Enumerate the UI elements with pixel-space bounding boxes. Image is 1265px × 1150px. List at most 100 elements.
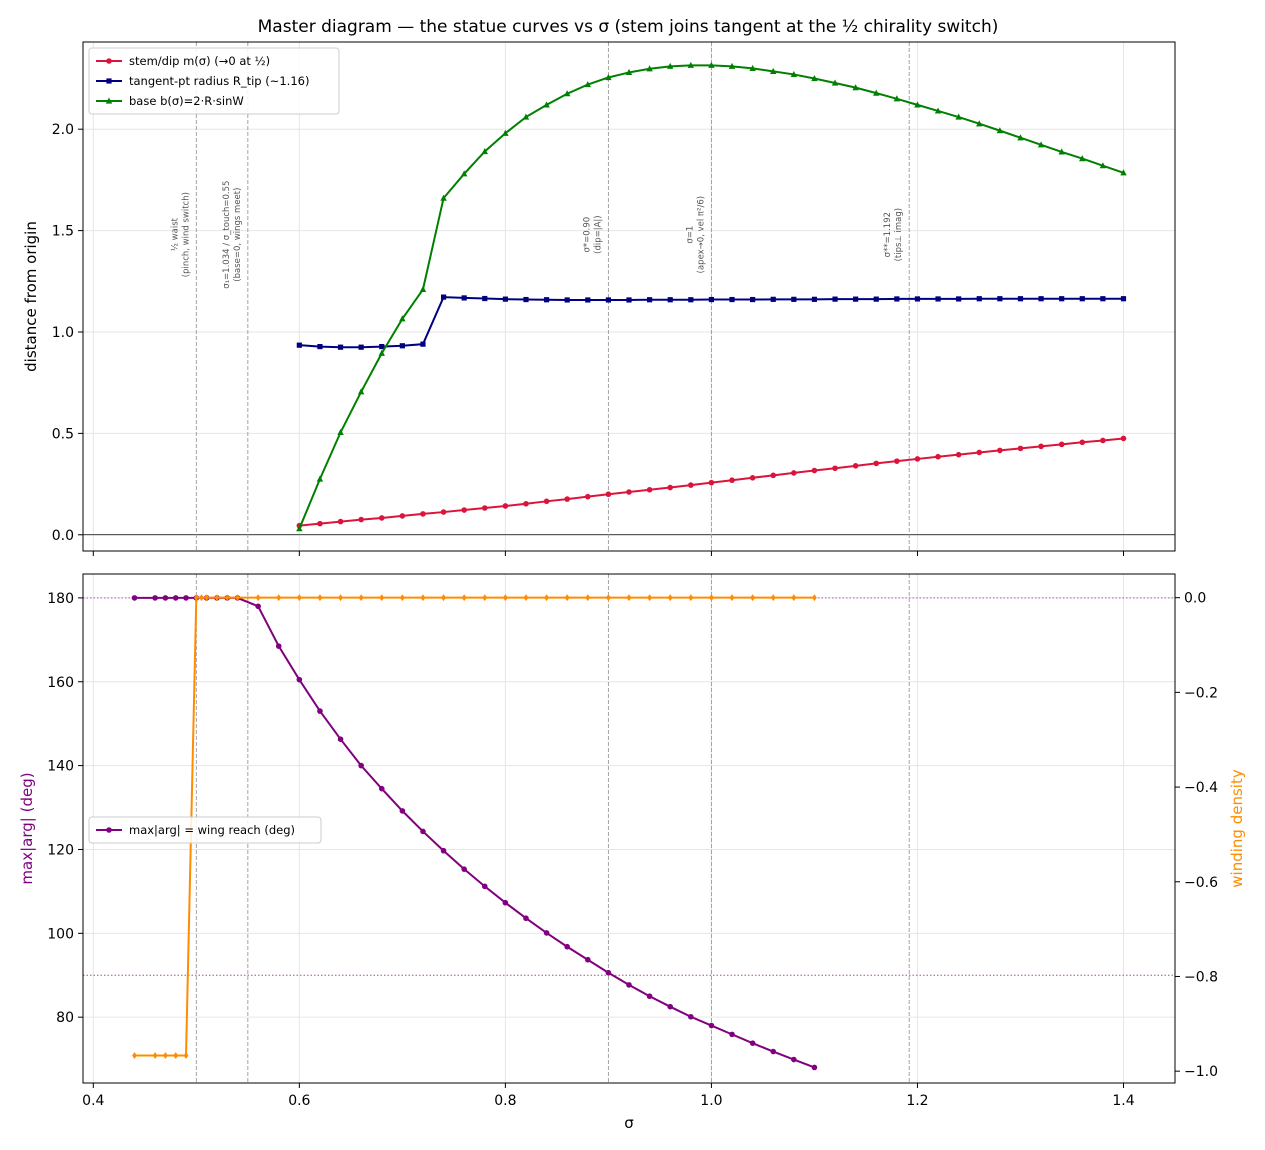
data-point xyxy=(894,296,900,302)
data-point xyxy=(584,956,591,963)
data-point xyxy=(955,451,962,458)
data-point xyxy=(481,505,488,511)
data-point xyxy=(173,1052,179,1059)
top-axes: 0.0 0.5 1.0 1.5 2.0 xyxy=(52,122,1124,556)
data-point xyxy=(564,297,570,303)
data-point xyxy=(852,84,859,91)
data-point xyxy=(832,296,838,302)
y-tick-label: 1.5 xyxy=(52,224,74,240)
data-point xyxy=(1100,296,1106,302)
y-tick-label: 180 xyxy=(47,591,74,607)
x-tick-label: 0.6 xyxy=(288,1093,310,1109)
data-point xyxy=(481,883,488,890)
data-point xyxy=(378,515,385,521)
data-point xyxy=(791,296,797,302)
data-point xyxy=(275,643,282,649)
data-point xyxy=(420,828,426,835)
data-point xyxy=(709,594,714,602)
data-point xyxy=(1079,296,1085,302)
data-point xyxy=(544,594,549,602)
data-point xyxy=(296,594,302,602)
data-point xyxy=(183,1052,189,1059)
data-point xyxy=(296,525,303,532)
data-point xyxy=(1079,439,1086,446)
x-tick-label: 1.4 xyxy=(1112,1093,1134,1109)
data-point xyxy=(647,297,653,303)
legend-swatch-marker xyxy=(106,827,112,833)
data-point xyxy=(934,107,942,114)
bottom-legend: max|arg| = wing reach (deg) xyxy=(88,816,322,844)
data-point xyxy=(358,516,364,523)
legend-entry: tangent-pt radius R_tip (~1.16) xyxy=(129,74,309,88)
data-point xyxy=(523,594,529,602)
data-point xyxy=(976,449,983,456)
data-point xyxy=(523,915,529,922)
data-point xyxy=(625,68,633,76)
reference-line-label: σ₁=1.034 / σ_touch=0.55 (base=0, wings me… xyxy=(222,181,243,289)
data-point xyxy=(563,90,571,97)
reference-line-label-text: ½ waist xyxy=(170,217,180,251)
data-point xyxy=(564,943,570,950)
data-point xyxy=(461,507,467,513)
reference-line-label-text: (dip=|A|) xyxy=(593,215,603,253)
data-point xyxy=(461,594,467,602)
data-point xyxy=(976,296,982,302)
data-point xyxy=(317,708,323,714)
y-tick-label: 160 xyxy=(47,675,74,691)
data-point xyxy=(708,1022,715,1029)
data-point xyxy=(317,520,323,527)
data-point xyxy=(420,511,426,517)
data-point xyxy=(667,62,674,69)
reference-line-label: σ*=0.90 (dip=|A|) xyxy=(582,215,603,253)
data-point xyxy=(914,296,921,302)
data-point xyxy=(460,170,468,177)
data-point xyxy=(399,594,405,602)
right-y-tick-label: 0.0 xyxy=(1184,591,1206,607)
data-point xyxy=(420,341,426,347)
legend-entry: max|arg| = wing reach (deg) xyxy=(129,823,295,837)
data-point xyxy=(1017,296,1024,302)
data-point xyxy=(1038,296,1044,302)
data-point xyxy=(605,491,612,498)
data-point xyxy=(914,101,921,108)
right-y-tick-label: −0.8 xyxy=(1184,969,1218,985)
data-point xyxy=(502,503,509,509)
data-point xyxy=(502,594,508,602)
data-point xyxy=(193,594,199,602)
data-point xyxy=(770,594,776,602)
data-point xyxy=(1120,169,1127,176)
data-point xyxy=(358,762,364,769)
reference-line-label-text: σ*=0.90 xyxy=(582,217,592,253)
reference-line-label-text: σ=1 xyxy=(685,226,695,244)
data-point xyxy=(770,1048,777,1055)
data-point xyxy=(420,594,426,602)
data-point xyxy=(996,127,1004,134)
data-point xyxy=(749,64,756,71)
data-point xyxy=(605,73,612,81)
data-point xyxy=(997,447,1003,454)
data-point xyxy=(1100,437,1106,444)
data-point xyxy=(337,428,344,435)
data-point xyxy=(811,296,818,302)
data-point xyxy=(357,388,365,395)
data-point xyxy=(749,474,756,481)
y-tick-label: 120 xyxy=(47,842,74,858)
reference-line-label-text: σ₁=1.034 / σ_touch=0.55 xyxy=(222,181,232,289)
data-point xyxy=(378,785,385,792)
y-tick-label: 1.0 xyxy=(52,325,74,341)
top-legend: stem/dip m(σ) (→0 at ½) tangent-pt radius… xyxy=(88,47,340,115)
data-point xyxy=(749,1040,756,1046)
data-point xyxy=(482,295,488,302)
data-point xyxy=(379,594,385,602)
data-point xyxy=(1037,141,1045,148)
data-point xyxy=(461,295,467,301)
legend-box xyxy=(88,816,322,844)
data-point xyxy=(831,79,839,86)
data-point xyxy=(894,458,900,464)
data-point xyxy=(502,129,509,136)
x-tick-label: 1.2 xyxy=(906,1093,928,1109)
data-point xyxy=(667,1003,674,1010)
data-point xyxy=(399,315,406,322)
data-point xyxy=(543,297,550,303)
